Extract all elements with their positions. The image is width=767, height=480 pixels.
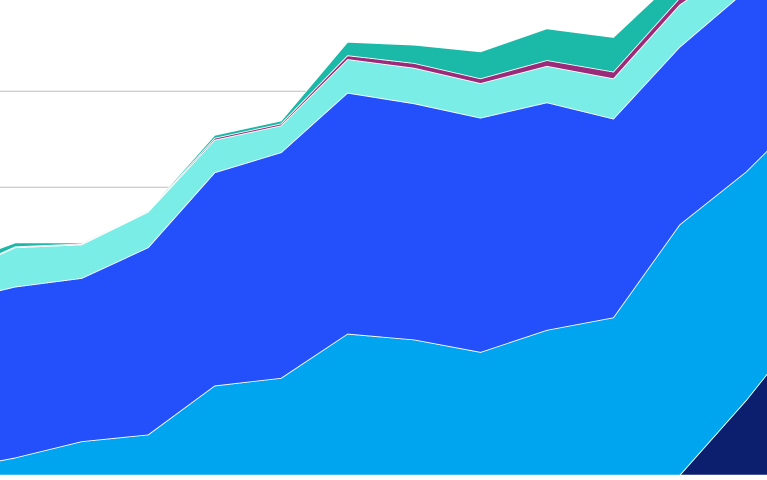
area [0,0,679,255]
